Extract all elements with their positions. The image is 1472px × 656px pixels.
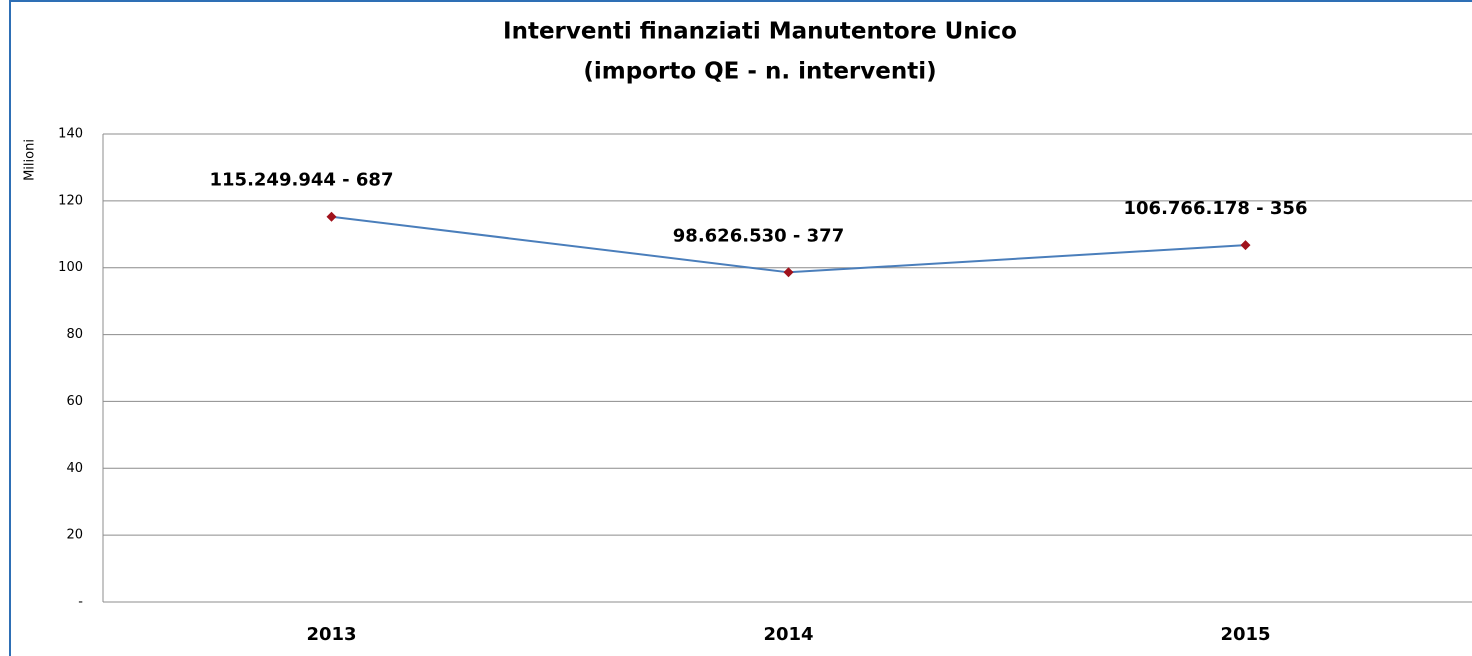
y-tick-label: 140	[58, 127, 83, 142]
y-tick-label: 80	[66, 327, 83, 342]
data-marker	[326, 211, 337, 222]
chart-title: Interventi finanziati Manutentore Unico	[503, 19, 1017, 45]
y-tick-label: 20	[66, 528, 83, 543]
chart-border	[9, 0, 1472, 656]
x-tick-label: 2015	[1220, 624, 1270, 645]
data-marker	[783, 267, 794, 278]
chart-subtitle: (importo QE - n. interventi)	[583, 59, 936, 85]
y-axis-label: Milioni	[23, 139, 38, 181]
x-tick-label: 2013	[306, 624, 356, 645]
data-marker	[1240, 240, 1251, 251]
y-tick-label: 100	[58, 260, 83, 275]
y-tick-label: 40	[66, 461, 83, 476]
data-label: 115.249.944 - 687	[210, 170, 394, 191]
data-label: 106.766.178 - 356	[1124, 198, 1308, 219]
y-tick-label: 120	[58, 193, 83, 208]
y-tick-label: -	[78, 595, 83, 610]
x-tick-label: 2014	[763, 624, 813, 645]
data-label: 98.626.530 - 377	[673, 225, 844, 246]
y-tick-label: 60	[66, 394, 83, 409]
